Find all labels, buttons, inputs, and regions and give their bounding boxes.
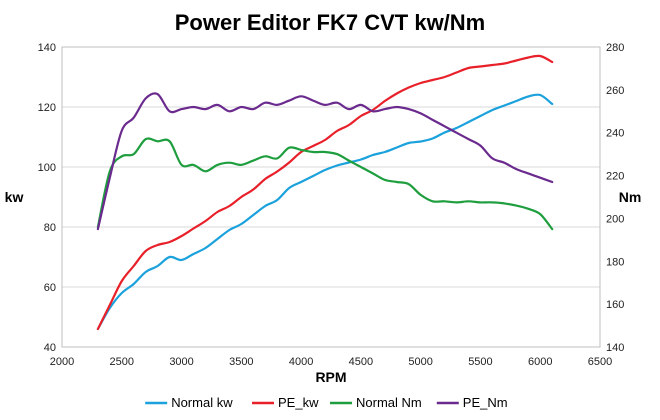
x-tick-label: 6500 (588, 356, 612, 368)
y-axis-label: kw (5, 189, 24, 205)
y2-axis-label: Nm (619, 189, 642, 205)
x-tick-label: 2000 (50, 356, 74, 368)
y-tick-label: 120 (38, 102, 56, 114)
gridlines (62, 46, 600, 348)
y-tick-label: 100 (38, 162, 56, 174)
y2-tick-label: 180 (606, 256, 624, 268)
plot-area (61, 46, 601, 348)
y2-tick-label: 160 (606, 299, 624, 311)
y-tick-label: 80 (44, 222, 56, 234)
y2-tick-label: 140 (606, 342, 624, 354)
series-line-pe-kw (96, 54, 554, 331)
x-tick-label: 3500 (229, 356, 253, 368)
x-tick-label: 4500 (349, 356, 373, 368)
series-lines (96, 54, 554, 331)
x-axis-ticks: 2000 2500 3000 3500 4000 4500 5000 5500 6000 6500 (50, 356, 612, 368)
x-axis-label: RPM (315, 369, 346, 385)
y2-tick-label: 260 (606, 85, 624, 97)
y2-axis-ticks: 140 160 180 200 220 240 260 280 (606, 42, 624, 354)
chart-title: Power Editor FK7 CVT kw/Nm (175, 10, 486, 35)
y2-tick-label: 280 (606, 42, 624, 54)
series-line-normal-nm (96, 137, 554, 231)
series-line-normal-kw (96, 93, 554, 331)
x-tick-label: 5000 (408, 356, 432, 368)
x-tick-label: 2500 (110, 356, 134, 368)
x-tick-label: 4000 (289, 356, 313, 368)
legend: Normal kw PE_kw Normal Nm PE_Nm (145, 395, 508, 410)
legend-label-pe-kw: PE_kw (278, 395, 319, 410)
y2-tick-label: 200 (606, 213, 624, 225)
x-tick-label: 3000 (169, 356, 193, 368)
y2-tick-label: 220 (606, 171, 624, 183)
series-line-pe-nm (96, 92, 554, 231)
x-tick-label: 5500 (468, 356, 492, 368)
legend-label-pe-nm: PE_Nm (463, 395, 508, 410)
legend-label-normal-kw: Normal kw (171, 395, 233, 410)
legend-label-normal-nm: Normal Nm (356, 395, 422, 410)
y-tick-label: 40 (44, 342, 56, 354)
y-axis-ticks: 40 60 80 100 120 140 (38, 42, 56, 354)
x-tick-label: 6000 (528, 356, 552, 368)
y-tick-label: 140 (38, 42, 56, 54)
y-tick-label: 60 (44, 282, 56, 294)
y2-tick-label: 240 (606, 128, 624, 140)
